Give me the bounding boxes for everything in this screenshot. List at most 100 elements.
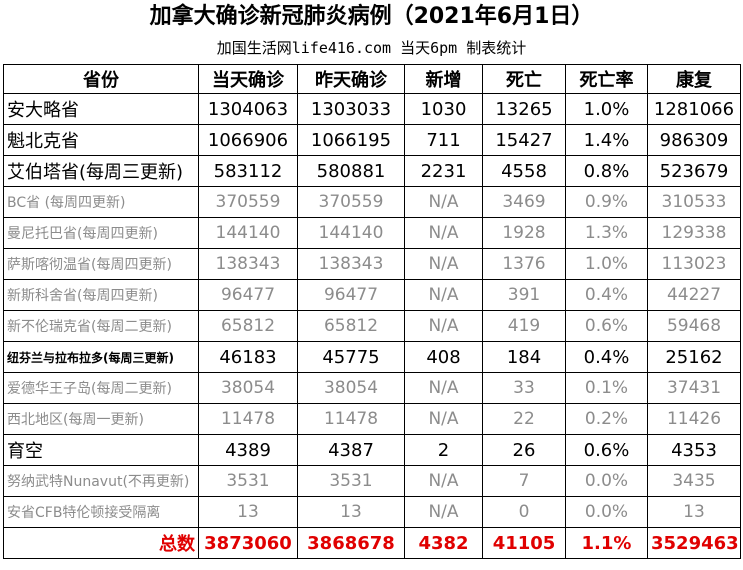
value-cell: 138343: [198, 248, 298, 280]
column-header: 康复: [647, 64, 741, 94]
column-header: 昨天确诊: [297, 64, 405, 94]
value-cell: 419: [482, 310, 566, 342]
subtitle: 加国生活网life416.com 当天6pm 制表统计: [216, 39, 527, 57]
value-cell: 26: [482, 434, 566, 466]
value-cell: 0: [482, 496, 566, 528]
value-cell: 711: [404, 124, 483, 156]
value-cell: 1303033: [297, 93, 405, 125]
total-label: 总数: [3, 527, 199, 559]
table-row: 曼尼托巴省(每周四更新) 144140 144140 N/A 1928 1.3% 12933…: [3, 217, 741, 249]
value-cell: 583112: [198, 155, 298, 187]
total-cell: 3529463: [647, 527, 741, 559]
title: 加拿大确诊新冠肺炎病例（2021年6月1日）: [149, 4, 594, 29]
value-cell: 3531: [297, 465, 405, 497]
value-cell: 1281066: [647, 93, 741, 125]
value-cell: 144140: [297, 217, 405, 249]
value-cell: 65812: [198, 310, 298, 342]
value-cell: 0.0%: [565, 496, 648, 528]
value-cell: 96477: [297, 279, 405, 311]
value-cell: 310533: [647, 186, 741, 218]
value-cell: 1304063: [198, 93, 298, 125]
value-cell: 0.6%: [565, 310, 648, 342]
value-cell: 13: [297, 496, 405, 528]
column-header: 当天确诊: [198, 64, 298, 94]
value-cell: 13: [198, 496, 298, 528]
value-cell: 2: [404, 434, 483, 466]
province-cell: BC省 (每周四更新): [3, 186, 199, 218]
total-row: 总数 3873060 3868678 4382 41105 1.1% 3529463: [3, 527, 741, 559]
table-row: 西北地区(每周一更新) 11478 11478 N/A 22 0.2% 11426: [3, 403, 741, 435]
value-cell: 38054: [198, 372, 298, 404]
column-header: 死亡: [482, 64, 566, 94]
value-cell: 1030: [404, 93, 483, 125]
province-cell: 魁北克省: [3, 124, 199, 156]
value-cell: 45775: [297, 341, 405, 373]
value-cell: 0.8%: [565, 155, 648, 187]
value-cell: N/A: [404, 248, 483, 280]
table-row: 爱德华王子岛(每周二更新) 38054 38054 N/A 33 0.1% 37431: [3, 372, 741, 404]
value-cell: 4387: [297, 434, 405, 466]
total-cell: 1.1%: [565, 527, 648, 559]
column-header: 死亡率: [565, 64, 648, 94]
table-row: 育空 4389 4387 2 26 0.6% 4353: [3, 434, 741, 466]
value-cell: N/A: [404, 217, 483, 249]
province-cell: 努纳武特Nunavut(不再更新): [3, 465, 199, 497]
value-cell: 13: [647, 496, 741, 528]
value-cell: 523679: [647, 155, 741, 187]
value-cell: 1.0%: [565, 93, 648, 125]
value-cell: 370559: [297, 186, 405, 218]
province-cell: 艾伯塔省(每周三更新): [3, 155, 199, 187]
value-cell: 0.9%: [565, 186, 648, 218]
value-cell: 1066906: [198, 124, 298, 156]
value-cell: 184: [482, 341, 566, 373]
value-cell: 11478: [198, 403, 298, 435]
province-cell: 西北地区(每周一更新): [3, 403, 199, 435]
value-cell: 129338: [647, 217, 741, 249]
value-cell: 1376: [482, 248, 566, 280]
value-cell: 4558: [482, 155, 566, 187]
value-cell: N/A: [404, 496, 483, 528]
value-cell: 96477: [198, 279, 298, 311]
value-cell: 7: [482, 465, 566, 497]
province-cell: 纽芬兰与拉布拉多(每周三更新): [3, 341, 199, 373]
value-cell: 25162: [647, 341, 741, 373]
value-cell: N/A: [404, 465, 483, 497]
value-cell: 15427: [482, 124, 566, 156]
value-cell: 113023: [647, 248, 741, 280]
value-cell: 138343: [297, 248, 405, 280]
value-cell: 33: [482, 372, 566, 404]
value-cell: 3435: [647, 465, 741, 497]
value-cell: 580881: [297, 155, 405, 187]
value-cell: 408: [404, 341, 483, 373]
value-cell: 2231: [404, 155, 483, 187]
data-table: 省份 当天确诊 昨天确诊 新增 死亡 死亡率 康复 安大略省 1304063 1303033 10…: [3, 64, 741, 559]
province-cell: 安省CFB特伦顿接受隔离: [3, 496, 199, 528]
value-cell: 11478: [297, 403, 405, 435]
value-cell: 4353: [647, 434, 741, 466]
value-cell: 0.6%: [565, 434, 648, 466]
value-cell: 13265: [482, 93, 566, 125]
province-cell: 爱德华王子岛(每周二更新): [3, 372, 199, 404]
header-row: 省份 当天确诊 昨天确诊 新增 死亡 死亡率 康复: [3, 64, 741, 94]
total-cell: 4382: [404, 527, 483, 559]
value-cell: 3469: [482, 186, 566, 218]
value-cell: N/A: [404, 372, 483, 404]
province-cell: 新斯科舍省(每周四更新): [3, 279, 199, 311]
value-cell: 38054: [297, 372, 405, 404]
province-cell: 育空: [3, 434, 199, 466]
value-cell: 44227: [647, 279, 741, 311]
value-cell: 3531: [198, 465, 298, 497]
value-cell: 1928: [482, 217, 566, 249]
province-cell: 萨斯喀彻温省(每周四更新): [3, 248, 199, 280]
table-row: 艾伯塔省(每周三更新) 583112 580881 2231 4558 0.8% 52367…: [3, 155, 741, 187]
value-cell: 986309: [647, 124, 741, 156]
value-cell: 46183: [198, 341, 298, 373]
value-cell: 59468: [647, 310, 741, 342]
table-row: 萨斯喀彻温省(每周四更新) 138343 138343 N/A 1376 1.0% 1130…: [3, 248, 741, 280]
value-cell: 37431: [647, 372, 741, 404]
table-row: 纽芬兰与拉布拉多(每周三更新) 46183 45775 408 184 0.4% 25162: [3, 341, 741, 373]
value-cell: 370559: [198, 186, 298, 218]
value-cell: N/A: [404, 310, 483, 342]
table-body: 安大略省 1304063 1303033 1030 13265 1.0% 1281066 魁北…: [3, 93, 741, 559]
